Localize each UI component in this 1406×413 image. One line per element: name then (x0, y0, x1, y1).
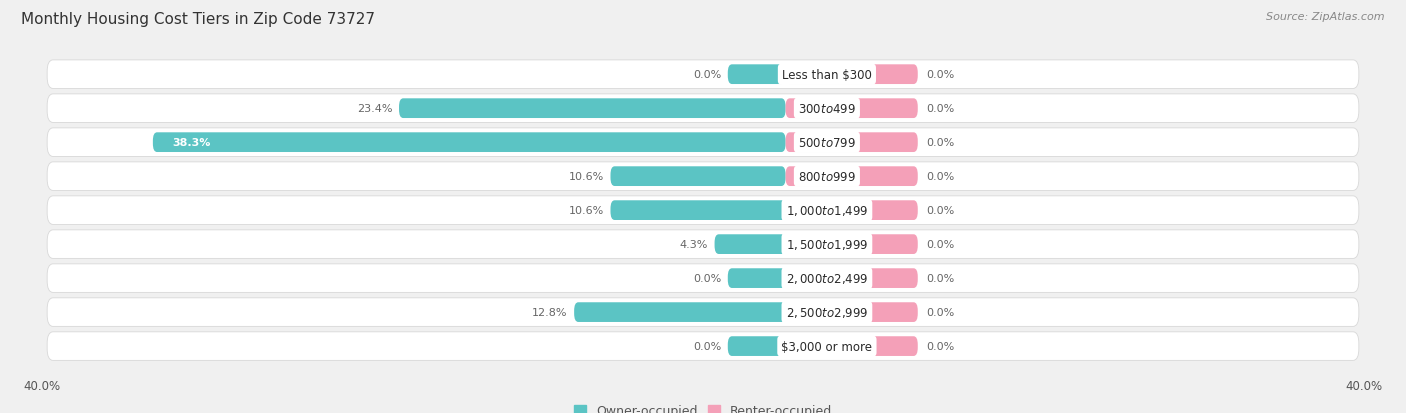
FancyBboxPatch shape (48, 95, 1358, 123)
Text: 0.0%: 0.0% (927, 104, 955, 114)
FancyBboxPatch shape (48, 298, 1358, 327)
FancyBboxPatch shape (574, 303, 786, 322)
FancyBboxPatch shape (48, 230, 1358, 259)
Text: $2,000 to $2,499: $2,000 to $2,499 (786, 271, 868, 285)
Text: Monthly Housing Cost Tiers in Zip Code 73727: Monthly Housing Cost Tiers in Zip Code 7… (21, 12, 375, 27)
FancyBboxPatch shape (48, 162, 1358, 191)
Text: 12.8%: 12.8% (531, 307, 568, 317)
FancyBboxPatch shape (48, 61, 1358, 89)
Text: Source: ZipAtlas.com: Source: ZipAtlas.com (1267, 12, 1385, 22)
FancyBboxPatch shape (786, 337, 918, 356)
Text: $2,500 to $2,999: $2,500 to $2,999 (786, 305, 868, 319)
FancyBboxPatch shape (786, 167, 918, 187)
Text: 0.0%: 0.0% (693, 70, 721, 80)
FancyBboxPatch shape (786, 268, 918, 288)
Text: 23.4%: 23.4% (357, 104, 392, 114)
Text: $500 to $799: $500 to $799 (799, 136, 856, 149)
Text: $300 to $499: $300 to $499 (799, 102, 856, 115)
Text: $1,500 to $1,999: $1,500 to $1,999 (786, 237, 868, 252)
Text: 0.0%: 0.0% (927, 70, 955, 80)
Text: 0.0%: 0.0% (927, 273, 955, 283)
Text: 0.0%: 0.0% (927, 240, 955, 249)
FancyBboxPatch shape (728, 65, 786, 85)
FancyBboxPatch shape (610, 167, 786, 187)
Text: Less than $300: Less than $300 (782, 69, 872, 81)
Text: 10.6%: 10.6% (568, 206, 605, 216)
Text: 0.0%: 0.0% (693, 341, 721, 351)
Text: 0.0%: 0.0% (927, 138, 955, 148)
Text: 10.6%: 10.6% (568, 172, 605, 182)
Text: $1,000 to $1,499: $1,000 to $1,499 (786, 204, 868, 218)
FancyBboxPatch shape (786, 235, 918, 254)
FancyBboxPatch shape (786, 201, 918, 221)
FancyBboxPatch shape (399, 99, 786, 119)
FancyBboxPatch shape (48, 197, 1358, 225)
FancyBboxPatch shape (786, 133, 918, 153)
FancyBboxPatch shape (786, 99, 918, 119)
Legend: Owner-occupied, Renter-occupied: Owner-occupied, Renter-occupied (574, 404, 832, 413)
FancyBboxPatch shape (714, 235, 786, 254)
Text: 0.0%: 0.0% (693, 273, 721, 283)
Text: 0.0%: 0.0% (927, 172, 955, 182)
Text: $800 to $999: $800 to $999 (799, 170, 856, 183)
Text: 38.3%: 38.3% (173, 138, 211, 148)
Text: 4.3%: 4.3% (679, 240, 709, 249)
FancyBboxPatch shape (48, 332, 1358, 361)
FancyBboxPatch shape (728, 337, 786, 356)
FancyBboxPatch shape (48, 128, 1358, 157)
Text: 0.0%: 0.0% (927, 341, 955, 351)
Text: $3,000 or more: $3,000 or more (782, 340, 872, 353)
Text: 0.0%: 0.0% (927, 206, 955, 216)
FancyBboxPatch shape (610, 201, 786, 221)
FancyBboxPatch shape (786, 65, 918, 85)
FancyBboxPatch shape (786, 303, 918, 322)
FancyBboxPatch shape (48, 264, 1358, 293)
FancyBboxPatch shape (153, 133, 786, 153)
Text: 0.0%: 0.0% (927, 307, 955, 317)
FancyBboxPatch shape (728, 268, 786, 288)
